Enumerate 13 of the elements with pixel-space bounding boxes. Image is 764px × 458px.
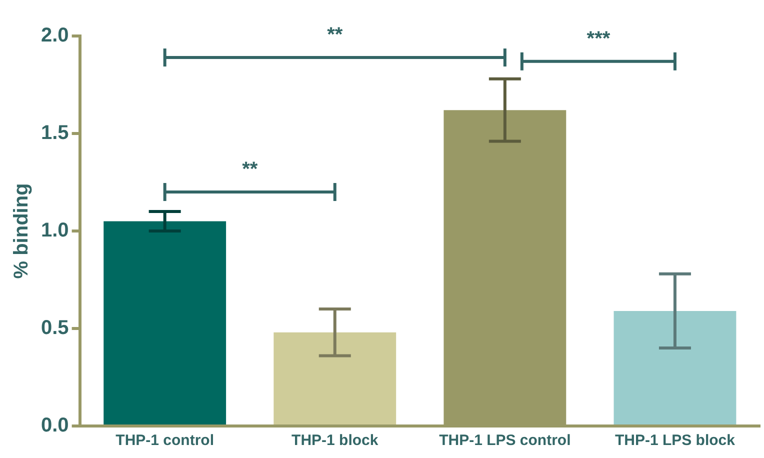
y-tick-label: 1.5 (40, 122, 69, 144)
y-tick-label: 0.0 (40, 414, 69, 437)
x-tick-label: THP-1 block (292, 432, 379, 450)
y-axis-title: % binding (10, 183, 33, 279)
annotation: ** (327, 24, 343, 46)
x-tick-label: THP-1 control (116, 432, 214, 450)
x-tick-label: THP-1 LPS block (614, 432, 736, 450)
y-tick-label: 2.0 (40, 24, 69, 47)
y-tick-label: 0.5 (40, 317, 69, 340)
annotation: ** (242, 158, 258, 181)
x-tick-label: THP-1 LPS control (439, 432, 571, 450)
y-tick-label: 1.0 (40, 220, 69, 242)
annotation: *** (586, 28, 610, 50)
